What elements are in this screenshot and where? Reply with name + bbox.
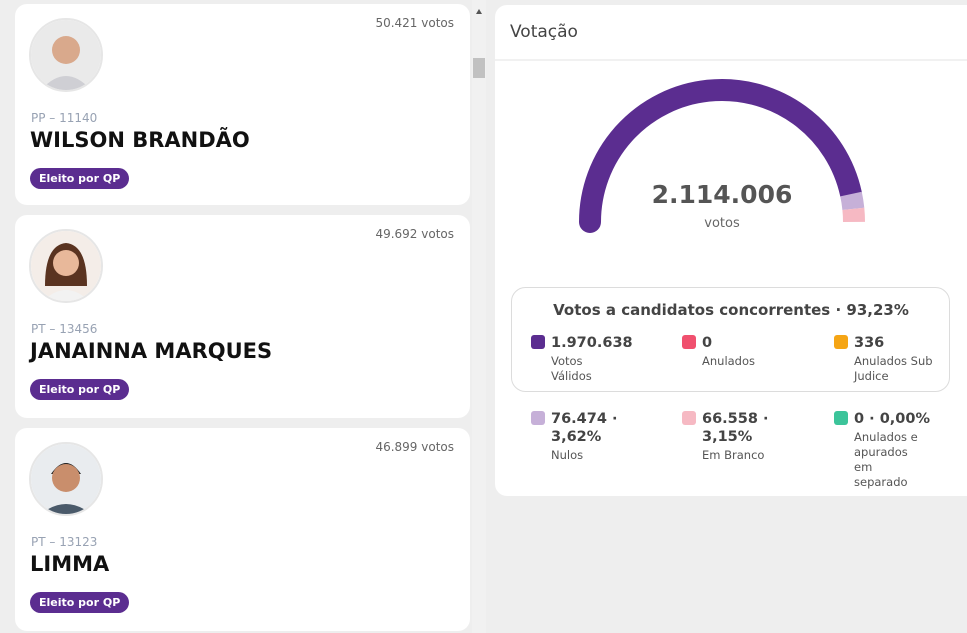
item-label-line: Votos bbox=[551, 354, 583, 368]
gauge-segment bbox=[840, 191, 865, 211]
candidate-photo bbox=[29, 18, 103, 92]
item-value-part: 3,15% bbox=[702, 429, 753, 445]
item-label: Anulados Sub Judice bbox=[853, 354, 933, 383]
candidate-name: JANAINNA MARQUES bbox=[30, 339, 273, 363]
legend-swatch bbox=[682, 335, 696, 349]
item-value: 1.970.638 bbox=[551, 335, 633, 351]
candidate-votes: 49.692 votos bbox=[375, 227, 454, 241]
legend-swatch bbox=[682, 411, 696, 425]
legend-swatch bbox=[834, 411, 848, 425]
item-value-part: 76.474 · bbox=[551, 411, 618, 427]
legend-swatch bbox=[834, 335, 848, 349]
candidate-name: WILSON BRANDÃO bbox=[30, 128, 250, 152]
item-value: 0 bbox=[702, 335, 712, 351]
legend-swatch bbox=[531, 411, 545, 425]
gauge-segment bbox=[842, 207, 865, 223]
gauge-segment bbox=[579, 79, 863, 233]
item-label-line: Válidos bbox=[551, 369, 592, 383]
candidate-party: PT – 13456 bbox=[31, 322, 98, 336]
candidate-party: PT – 13123 bbox=[31, 535, 98, 549]
item-value: 336 bbox=[854, 335, 884, 351]
summary-title: Votos a candidatos concorrentes · 93,23% bbox=[553, 301, 909, 319]
item-value-part: 3,62% bbox=[551, 429, 602, 445]
item-label: Nulos bbox=[551, 448, 583, 462]
candidate-name: LIMMA bbox=[30, 552, 110, 576]
scrollbar[interactable] bbox=[472, 0, 486, 633]
gauge-total: 2.114.006 bbox=[652, 180, 793, 209]
panel-title: Votação bbox=[510, 22, 578, 42]
candidate-photo bbox=[29, 229, 103, 303]
candidate-votes: 50.421 votos bbox=[375, 16, 454, 30]
vote-panel: Votação 2.114.006 votos Votos a candidatos… bbox=[495, 5, 967, 496]
item-label-line: em bbox=[854, 460, 872, 474]
candidate-card[interactable]: 49.692 votos PT – 13456 JANAINNA MARQUES… bbox=[15, 215, 470, 418]
candidate-card[interactable]: 46.899 votos PT – 13123 LIMMA Eleito por… bbox=[15, 428, 470, 631]
item-value: 66.558 · 3,15% bbox=[702, 411, 769, 445]
vote-panel-graphic: Votação 2.114.006 votos Votos a candidatos… bbox=[495, 22, 967, 489]
item-value-part: 66.558 · bbox=[702, 411, 769, 427]
item-label: Votos Válidos bbox=[551, 354, 592, 383]
item-label: Anulados e apurados em separado bbox=[854, 430, 918, 489]
item-label-line: Anulados Sub bbox=[854, 354, 933, 368]
item-label-line: Judice bbox=[853, 369, 889, 383]
candidate-party: PP – 11140 bbox=[31, 111, 98, 125]
item-label-line: Anulados e bbox=[854, 430, 918, 444]
legend-swatch bbox=[531, 335, 545, 349]
item-label: Anulados bbox=[702, 354, 755, 368]
candidate-badge: Eleito por QP bbox=[30, 592, 130, 613]
item-label-line: separado bbox=[854, 475, 908, 489]
candidate-badge: Eleito por QP bbox=[30, 379, 130, 400]
candidate-photo bbox=[29, 442, 103, 516]
candidate-card[interactable]: 50.421 votos PP – 11140 WILSON BRANDÃO E… bbox=[15, 4, 470, 205]
item-value: 76.474 · 3,62% bbox=[551, 411, 618, 445]
item-label: Em Branco bbox=[702, 448, 764, 462]
candidate-votes: 46.899 votos bbox=[375, 440, 454, 454]
item-value: 0 · 0,00% bbox=[854, 411, 930, 427]
item-label-line: apurados bbox=[854, 445, 908, 459]
gauge-unit: votos bbox=[704, 216, 740, 231]
candidate-badge: Eleito por QP bbox=[30, 168, 130, 189]
